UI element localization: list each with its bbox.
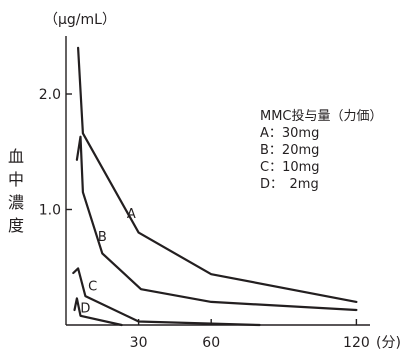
y-unit-label: （µg/mL） (44, 12, 116, 28)
y-axis-label-char: 中 (8, 170, 25, 189)
series-line-c (72, 267, 261, 327)
series-line-d (73, 297, 123, 327)
legend-entry-b: B：20mg (260, 143, 320, 158)
ticks: 30 60 120 1.0 2.0 (39, 87, 370, 351)
curve-label-c: C (88, 280, 97, 295)
y-tick-label: 2.0 (39, 87, 61, 103)
x-tick-label: 30 (130, 335, 148, 351)
series-line-a (76, 46, 358, 303)
legend-entry-c: C：10mg (260, 160, 320, 175)
y-axis-label-char: 濃 (8, 193, 25, 212)
series-line-b (75, 135, 358, 312)
y-axis-label-char: 度 (8, 216, 25, 235)
y-axis-label-char: 血 (8, 147, 25, 166)
curve-labels: A B CD (80, 207, 136, 317)
curve-label-a: A (127, 207, 136, 222)
x-unit-label: (分) (376, 335, 401, 351)
legend-entry-d: D： 2mg (260, 177, 319, 192)
legend-title: MMC投与量（力価） (260, 109, 383, 124)
legend: MMC投与量（力価） A：30mg B：20mg C：10mg D： 2mg (260, 108, 383, 193)
series-lines (72, 46, 358, 327)
curve-label-b: B (98, 230, 107, 245)
curve-label-d: D (80, 302, 90, 317)
legend-entry-a: A：30mg (260, 126, 320, 141)
y-tick-label: 1.0 (39, 203, 61, 219)
x-tick-label: 120 (343, 335, 370, 351)
x-tick-label: 60 (202, 335, 220, 351)
